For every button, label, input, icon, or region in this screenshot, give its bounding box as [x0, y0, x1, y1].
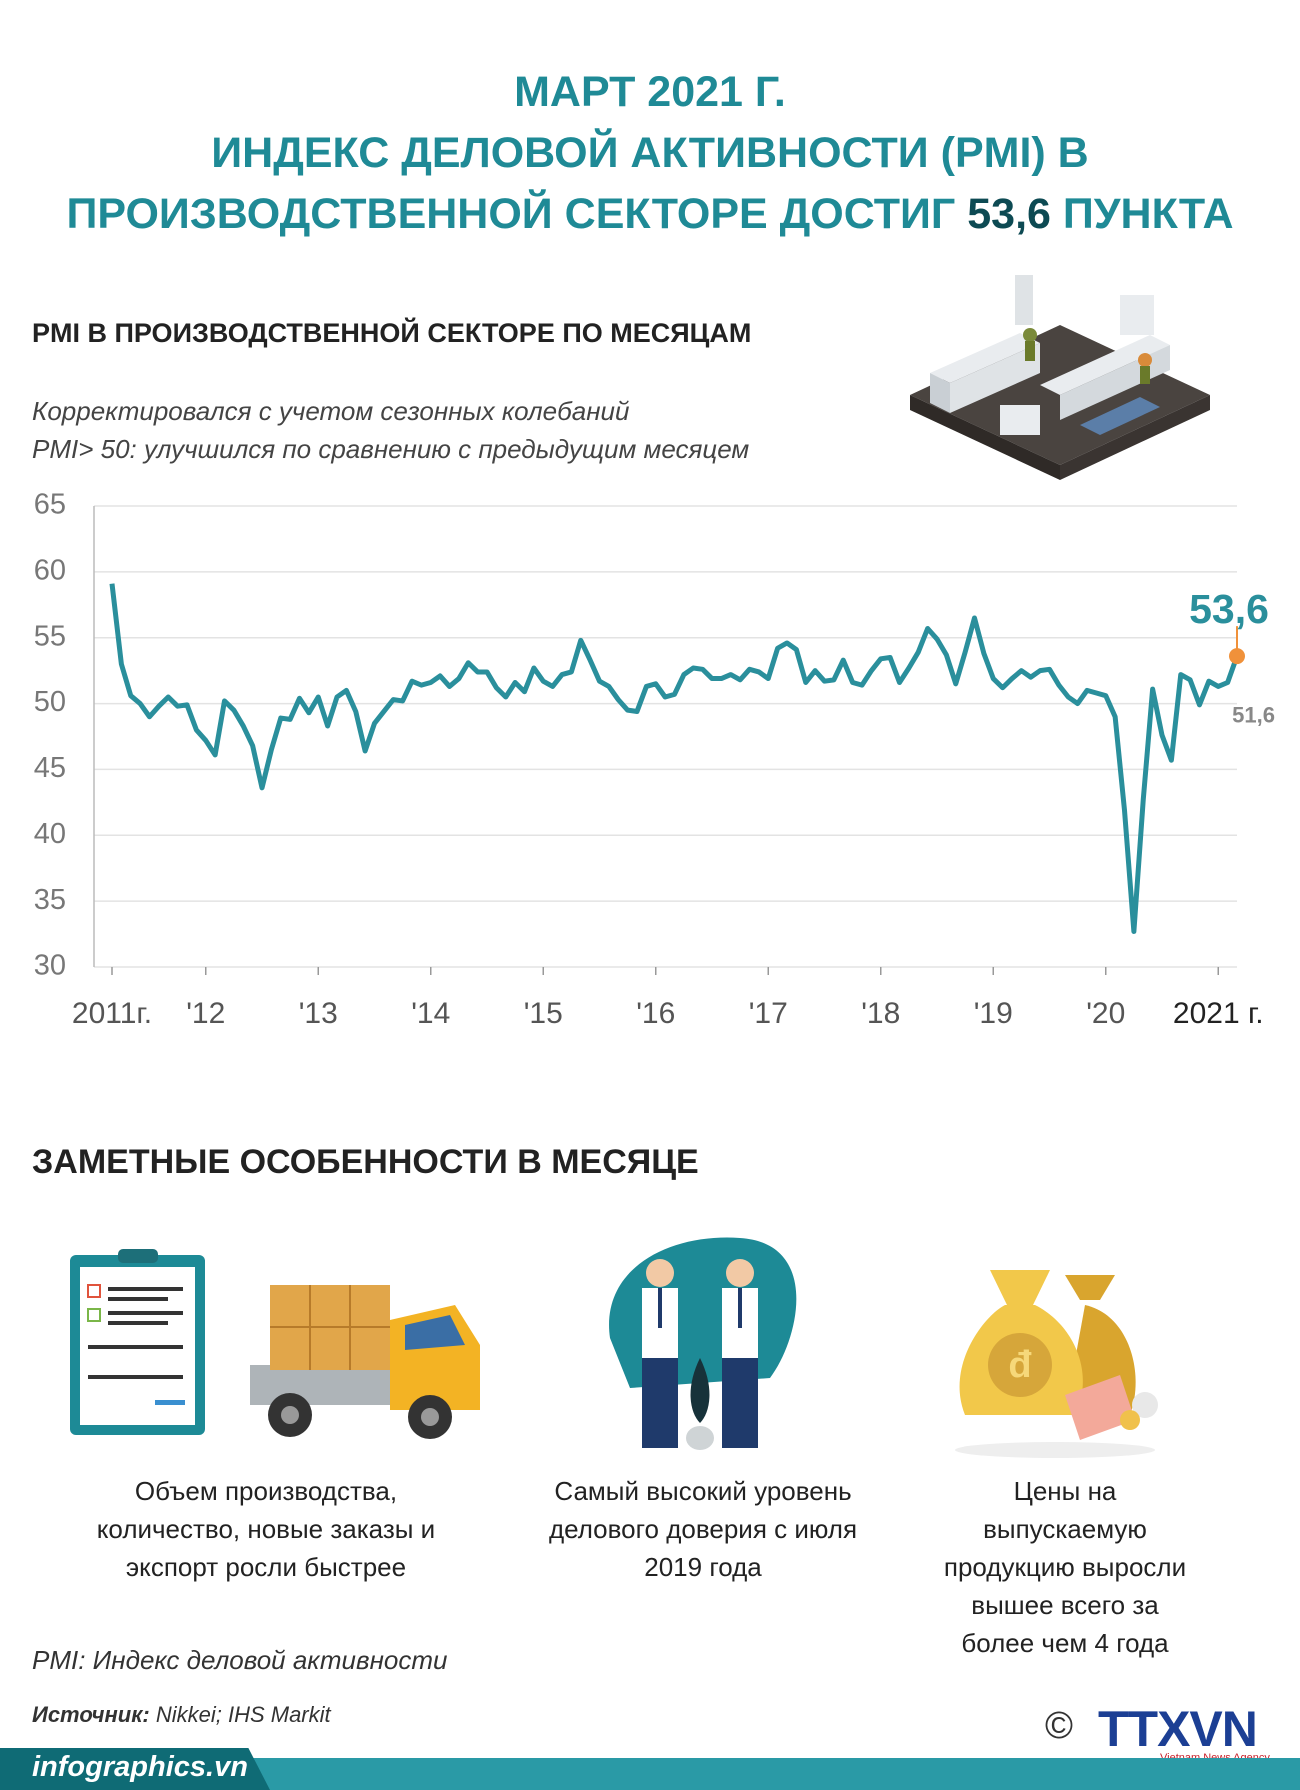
caption-line: делового доверия с июля [548, 1514, 858, 1544]
title-text: ПРОИЗВОДСТВЕННОЙ СЕКТОРЕ ДОСТИГ [66, 190, 956, 238]
x-tick-label: 2011г. [72, 997, 152, 1030]
chart-title: PMI В ПРОИЗВОДСТВЕННОЙ СЕКТОРЕ ПО МЕСЯЦА… [32, 318, 752, 348]
y-tick-label: 60 [34, 555, 66, 587]
x-tick-label: '14 [411, 997, 450, 1030]
caption-line: вышее всего за [971, 1590, 1159, 1620]
footer-site-box [0, 1748, 270, 1790]
caption-line: Самый высокий уровень [554, 1476, 852, 1506]
production-icon [70, 1249, 480, 1439]
x-tick-label: '20 [1086, 997, 1125, 1030]
chart: 30 35 40 45 50 55 60 65 2011г. '12 '13 '14 '15 '16 '17… [34, 489, 1275, 1030]
site: infographics.vn [32, 1751, 248, 1783]
x-tick-label: '12 [186, 997, 225, 1030]
y-tick-label: 45 [34, 752, 66, 784]
x-tick-label: '19 [974, 997, 1013, 1030]
title-line: ИНДЕКС ДЕЛОВОЙ АКТИВНОСТИ (PMI) В [211, 129, 1089, 177]
caption-line: экспорт росли быстрее [125, 1552, 407, 1582]
x-tick-label: 2021 г. [1173, 997, 1264, 1030]
chart-subtitle: Корректировался с учетом сезонных колеба… [32, 396, 630, 426]
value-label: 53,6 [1189, 586, 1269, 632]
caption-line: Объем производства, [134, 1476, 398, 1506]
caption-line: продукцию выросли [943, 1552, 1187, 1582]
title-text: ПУНКТА [1062, 190, 1234, 238]
feature-caption: Цены на выпускаемую продукцию выросли вы… [875, 1472, 1255, 1662]
caption-line: более чем 4 года [961, 1628, 1169, 1658]
caption-line: количество, новые заказы и [96, 1514, 436, 1544]
y-tick-label: 55 [34, 620, 66, 652]
features-title: ЗАМЕТНЫЕ ОСОБЕННОСТИ В МЕСЯЦЕ [32, 1143, 699, 1181]
line [109, 583, 1240, 934]
feature-caption: Объем производства, количество, новые за… [76, 1472, 456, 1586]
title-line: МАРТ 2021 Г. [514, 68, 786, 116]
source-text: Nikkei; IHS Markit [155, 1702, 331, 1727]
logo: TTXVN [1098, 1701, 1258, 1757]
x-tick-label: '13 [299, 997, 338, 1030]
y-tick-label: 30 [34, 950, 66, 982]
caption-line: Цены на [1013, 1476, 1117, 1506]
chart-subtitle: PMI> 50: улучшился по сравнению с предыд… [32, 434, 750, 464]
confidence-icon [609, 1237, 797, 1450]
y-tick-label: 65 [34, 489, 66, 521]
footnote: PMI: Индекс деловой активности [32, 1645, 448, 1675]
caption-line: выпускаемую [983, 1514, 1147, 1544]
factory-illustration [910, 275, 1210, 480]
y-tick-label: 35 [34, 884, 66, 916]
feature-caption: Самый высокий уровень делового доверия с… [513, 1472, 893, 1586]
prices-icon: đ [955, 1270, 1158, 1458]
highlight-point [1229, 648, 1245, 665]
title: МАРТ 2021 Г. ИНДЕКС ДЕЛОВОЙ АКТИВНОСТИ (… [0, 62, 1300, 245]
x-tick-label: '17 [749, 997, 788, 1030]
value-label: 51,6 [1232, 702, 1275, 727]
y-tick-label: 40 [34, 818, 66, 850]
y-tick-label: 50 [34, 686, 66, 718]
copyright: © [1045, 1705, 1073, 1747]
svg-text:đ: đ [1008, 1344, 1032, 1386]
x-tick-label: '16 [636, 997, 675, 1030]
x-tick-label: '18 [861, 997, 900, 1030]
source: Источник: Nikkei; IHS Markit [32, 1702, 331, 1728]
caption-line: 2019 года [644, 1552, 762, 1582]
x-tick-label: '15 [524, 997, 563, 1030]
title-line: ПРОИЗВОДСТВЕННОЙ СЕКТОРЕ ДОСТИГ 53,6 ПУН… [0, 184, 1300, 245]
title-value: 53,6 [967, 190, 1051, 238]
source-label: Источник: [32, 1702, 150, 1727]
